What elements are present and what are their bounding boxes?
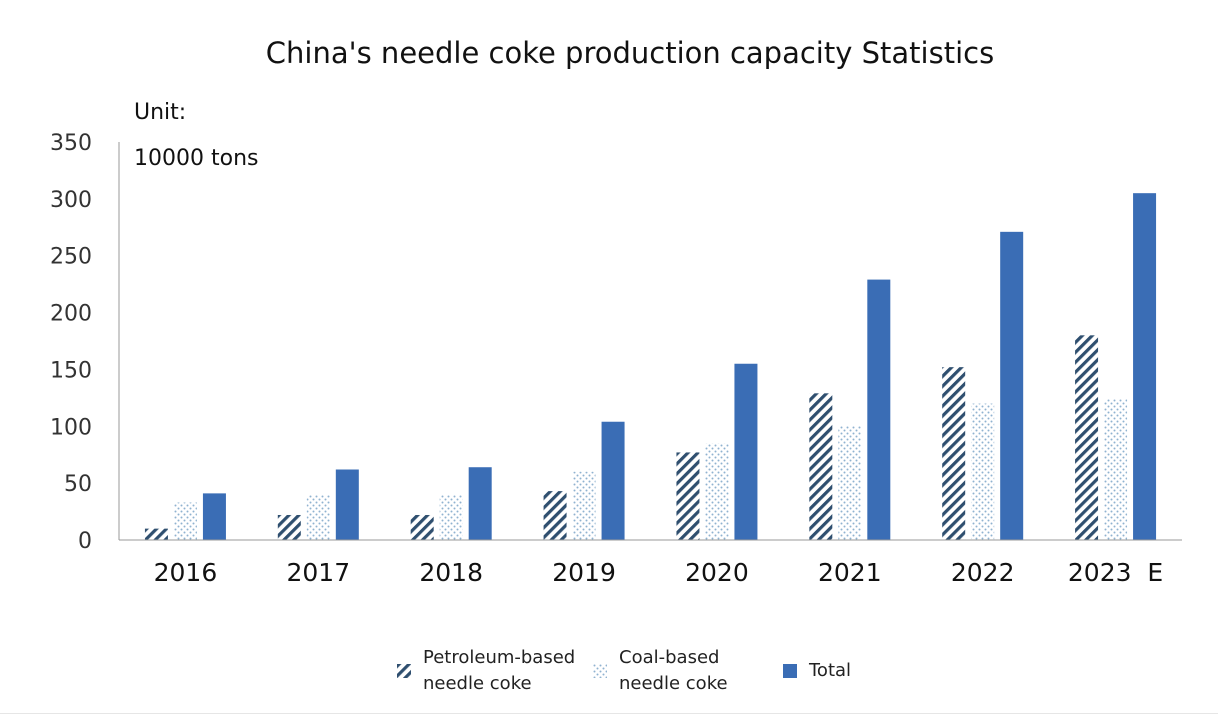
unit-label-line1: Unit: (134, 100, 187, 125)
y-tick-label: 200 (50, 302, 92, 327)
bar-petroleum-5 (809, 393, 833, 540)
legend-label: Total (809, 658, 851, 684)
legend-swatch-coal (593, 664, 607, 678)
legend-label-line: Petroleum-based (423, 647, 576, 668)
bar-coal-5 (838, 426, 862, 540)
bar-petroleum-6 (942, 367, 966, 540)
y-tick-label: 0 (78, 529, 92, 554)
bar-coal-1 (306, 494, 330, 540)
bottom-rule (0, 713, 1218, 714)
y-tick-label: 150 (50, 358, 92, 383)
bar-total-2 (468, 467, 492, 540)
bar-coal-6 (971, 403, 995, 540)
unit-label: Unit: 10000 tons (134, 90, 258, 182)
legend: Petroleum-based needle coke Coal-based need… (0, 645, 1218, 705)
bar-total-3 (601, 421, 625, 540)
unit-label-line2: 10000 tons (134, 146, 259, 171)
y-tick-label: 350 (50, 131, 92, 156)
x-category-label: 2018 (419, 558, 483, 587)
x-category-label: 2017 (287, 558, 351, 587)
bar-petroleum-2 (410, 514, 434, 540)
bar-petroleum-7 (1075, 335, 1099, 540)
bar-total-6 (1000, 231, 1024, 540)
x-category-label: 2019 (552, 558, 616, 587)
legend-swatch-petroleum (397, 664, 411, 678)
legend-label: Petroleum-based needle coke (423, 645, 575, 697)
bar-petroleum-4 (676, 452, 700, 540)
legend-label-line: Coal-based (619, 647, 720, 668)
bar-coal-2 (439, 494, 463, 540)
y-axis: 0 50 100 150 200 250 300 350 (50, 131, 120, 554)
bar-petroleum-3 (543, 491, 567, 540)
legend-label: Coal-based needle coke (619, 645, 728, 697)
chart-title: China's needle coke production capacity … (265, 36, 995, 70)
legend-swatch-total (783, 664, 797, 678)
bar-total-4 (734, 363, 758, 540)
bar-total-7 (1133, 193, 1157, 540)
bar-coal-4 (705, 443, 729, 540)
bar-total-1 (335, 469, 359, 540)
legend-item-total: Total (783, 658, 851, 684)
bars (144, 193, 1157, 540)
x-category-label: 2022 (951, 558, 1015, 587)
legend-item-coal: Coal-based needle coke (593, 645, 728, 697)
x-category-label: 2016 (154, 558, 218, 587)
y-tick-label: 50 (64, 472, 92, 497)
bar-total-5 (867, 279, 891, 540)
legend-label-line: needle coke (619, 673, 728, 694)
bar-petroleum-1 (277, 514, 301, 540)
x-category-label: 2023 E (1068, 558, 1163, 587)
x-axis: 2016 2017 2018 2019 2020 2021 2022 2023 E (119, 539, 1182, 587)
bar-coal-0 (173, 502, 197, 540)
y-tick-label: 300 (50, 188, 92, 213)
legend-label-line: needle coke (423, 673, 532, 694)
bar-coal-7 (1104, 398, 1128, 540)
bar-petroleum-0 (144, 528, 168, 540)
legend-label-line: Total (809, 660, 852, 681)
legend-item-petroleum: Petroleum-based needle coke (397, 645, 575, 697)
y-tick-label: 100 (50, 415, 92, 440)
y-tick-label: 250 (50, 245, 92, 270)
bar-total-0 (202, 493, 226, 540)
x-category-label: 2021 (818, 558, 882, 587)
x-category-label: 2020 (685, 558, 749, 587)
bar-coal-3 (572, 471, 596, 540)
